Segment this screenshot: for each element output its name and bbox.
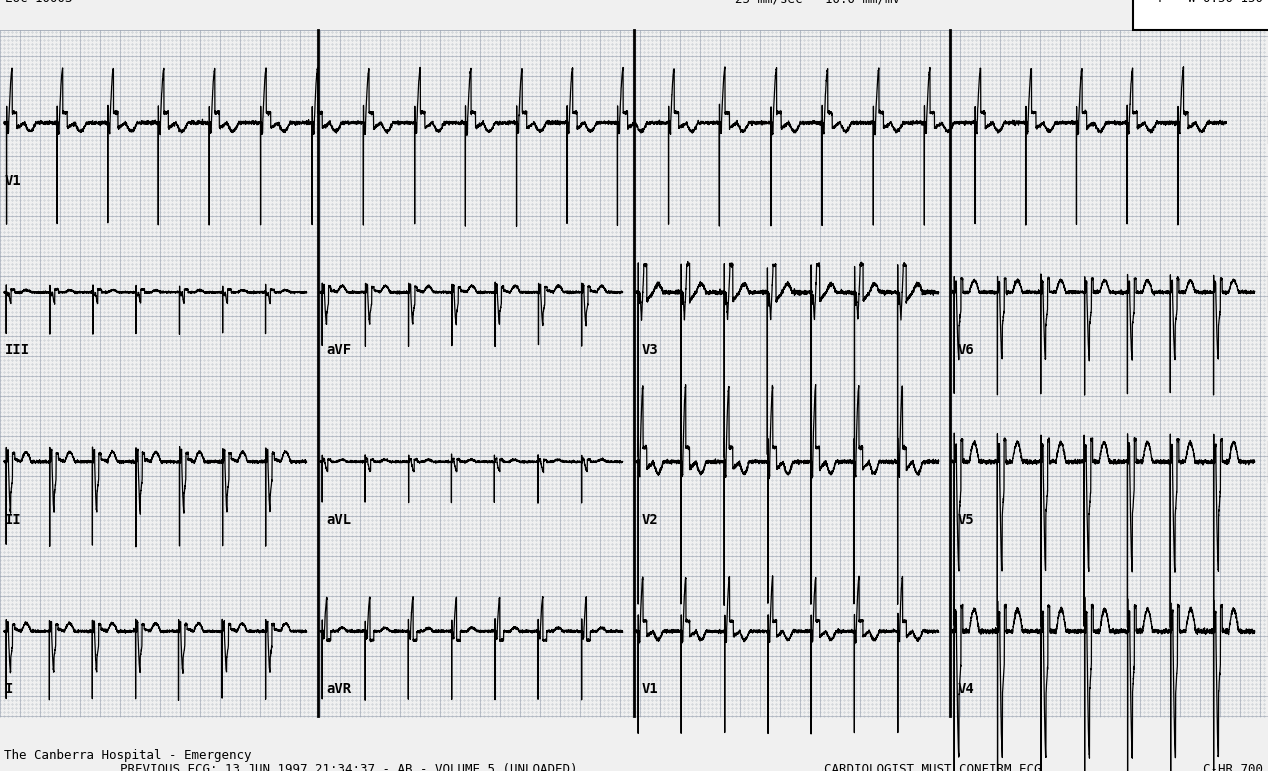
Text: PREVIOUS ECG: 13 JUN 1997 21:34:37 - AB - VOLUME 5 (UNLOADED): PREVIOUS ECG: 13 JUN 1997 21:34:37 - AB …: [120, 763, 577, 771]
Text: V5: V5: [959, 513, 975, 527]
Text: aVR: aVR: [326, 682, 351, 696]
Text: V2: V2: [642, 513, 659, 527]
Text: III: III: [5, 343, 30, 357]
Text: The Canberra Hospital - Emergency: The Canberra Hospital - Emergency: [4, 749, 251, 762]
Text: V3: V3: [642, 343, 659, 357]
Text: aVF: aVF: [326, 343, 351, 357]
Text: CARDIOLOGIST MUST CONFIRM ECG: CARDIOLOGIST MUST CONFIRM ECG: [824, 763, 1042, 771]
Text: V4: V4: [959, 682, 975, 696]
Text: V6: V6: [959, 343, 975, 357]
Text: C-HR 700: C-HR 700: [1203, 763, 1263, 771]
Text: II: II: [5, 513, 22, 527]
Text: I: I: [5, 682, 14, 696]
Text: 25 mm/sec   10.0 mm/mV: 25 mm/sec 10.0 mm/mV: [735, 0, 900, 5]
Text: F ~ W 0.50-150: F ~ W 0.50-150: [1158, 0, 1263, 5]
Text: Loc 10003: Loc 10003: [5, 0, 72, 5]
Text: V1: V1: [642, 682, 659, 696]
Text: aVL: aVL: [326, 513, 351, 527]
Text: V1: V1: [5, 173, 22, 187]
